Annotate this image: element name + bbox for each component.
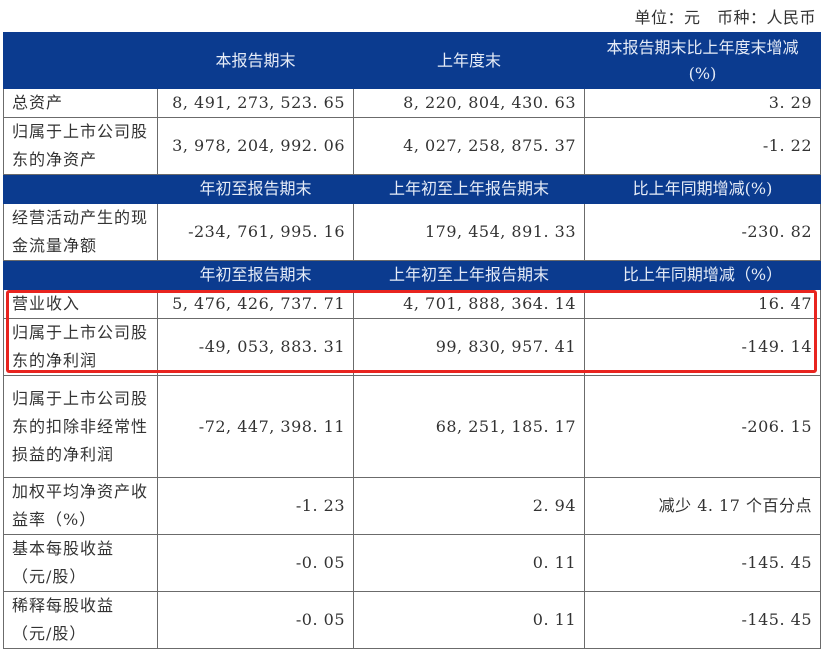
row-label: 加权平均净资产收益率（%）: [3, 477, 158, 535]
value-current: -49, 053, 883. 31: [157, 318, 354, 376]
value-current: -1. 23: [157, 477, 354, 535]
table-row-operating-revenue: 营业收入 5, 476, 426, 737. 71 4, 701, 888, 3…: [3, 289, 821, 319]
table-row-net-profit-excl-nonrecurring: 归属于上市公司股东的扣除非经常性损益的净利润 -72, 447, 398. 11…: [3, 375, 821, 478]
row-label: 基本每股收益（元/股）: [3, 534, 158, 592]
row-label: 营业收入: [3, 289, 158, 319]
value-change: -149. 14: [584, 318, 821, 376]
value-prior: 2. 94: [353, 477, 585, 535]
header-cell-prior-ytd: 上年初至上年报告期末: [353, 174, 585, 204]
value-current: -0. 05: [157, 591, 354, 649]
value-prior: 8, 220, 804, 430. 63: [353, 88, 585, 118]
header-row-ytd: 年初至报告期末 上年初至上年报告期末 比上年同期增减(%): [3, 174, 821, 204]
table-row-weighted-roe: 加权平均净资产收益率（%） -1. 23 2. 94 减少 4. 17 个百分点: [3, 477, 821, 535]
value-change: -206. 15: [584, 375, 821, 478]
value-change: -145. 45: [584, 591, 821, 649]
value-prior: 0. 11: [353, 534, 585, 592]
header-cell-prior-ytd: 上年初至上年报告期末: [353, 260, 585, 290]
value-change: 3. 29: [584, 88, 821, 118]
row-label: 归属于上市公司股东的净资产: [3, 117, 158, 175]
value-prior: 4, 701, 888, 364. 14: [353, 289, 585, 319]
value-prior: 0. 11: [353, 591, 585, 649]
header-cell-ytd: 年初至报告期末: [157, 260, 354, 290]
value-current: 8, 491, 273, 523. 65: [157, 88, 354, 118]
value-prior: 68, 251, 185. 17: [353, 375, 585, 478]
header-row-period-end: 本报告期末 上年度末 本报告期末比上年度末增减(%): [3, 32, 821, 89]
header-cell-yoy-change: 比上年同期增减(%): [584, 174, 821, 204]
value-current: -0. 05: [157, 534, 354, 592]
value-prior: 99, 830, 957. 41: [353, 318, 585, 376]
financial-data-table: 本报告期末 上年度末 本报告期末比上年度末增减(%) 总资产 8, 491, 2…: [3, 32, 821, 649]
table-row-net-assets: 归属于上市公司股东的净资产 3, 978, 204, 992. 06 4, 02…: [3, 117, 821, 175]
table-row-basic-eps: 基本每股收益（元/股） -0. 05 0. 11 -145. 45: [3, 534, 821, 592]
value-current: 3, 978, 204, 992. 06: [157, 117, 354, 175]
value-prior: 179, 454, 891. 33: [353, 203, 585, 261]
value-current: 5, 476, 426, 737. 71: [157, 289, 354, 319]
header-cell-current-period-end: 本报告期末: [157, 32, 354, 89]
header-cell-prior-year-end: 上年度末: [353, 32, 585, 89]
row-label: 总资产: [3, 88, 158, 118]
value-change: 减少 4. 17 个百分点: [584, 477, 821, 535]
header-cell-ytd: 年初至报告期末: [157, 174, 354, 204]
header-row-ytd-2: 年初至报告期末 上年初至上年报告期末 比上年同期增减（%）: [3, 260, 821, 290]
header-cell-blank: [3, 260, 158, 290]
value-change: -145. 45: [584, 534, 821, 592]
value-current: -234, 761, 995. 16: [157, 203, 354, 261]
value-change: -230. 82: [584, 203, 821, 261]
table-row-total-assets: 总资产 8, 491, 273, 523. 65 8, 220, 804, 43…: [3, 88, 821, 118]
row-label: 归属于上市公司股东的净利润: [3, 318, 158, 376]
unit-currency-note: 单位：元 币种：人民币: [634, 8, 816, 27]
header-cell-blank: [3, 174, 158, 204]
value-current: -72, 447, 398. 11: [157, 375, 354, 478]
row-label: 经营活动产生的现金流量净额: [3, 203, 158, 261]
row-label: 稀释每股收益（元/股）: [3, 591, 158, 649]
value-change: -1. 22: [584, 117, 821, 175]
header-cell-change-pct: 本报告期末比上年度末增减(%): [584, 32, 821, 89]
header-cell-blank: [3, 32, 158, 89]
value-prior: 4, 027, 258, 875. 37: [353, 117, 585, 175]
table-row-net-profit: 归属于上市公司股东的净利润 -49, 053, 883. 31 99, 830,…: [3, 318, 821, 376]
value-change: 16. 47: [584, 289, 821, 319]
row-label: 归属于上市公司股东的扣除非经常性损益的净利润: [3, 375, 158, 478]
table-row-diluted-eps: 稀释每股收益（元/股） -0. 05 0. 11 -145. 45: [3, 591, 821, 649]
header-cell-yoy-change: 比上年同期增减（%）: [584, 260, 821, 290]
table-row-operating-cash-flow: 经营活动产生的现金流量净额 -234, 761, 995. 16 179, 45…: [3, 203, 821, 261]
